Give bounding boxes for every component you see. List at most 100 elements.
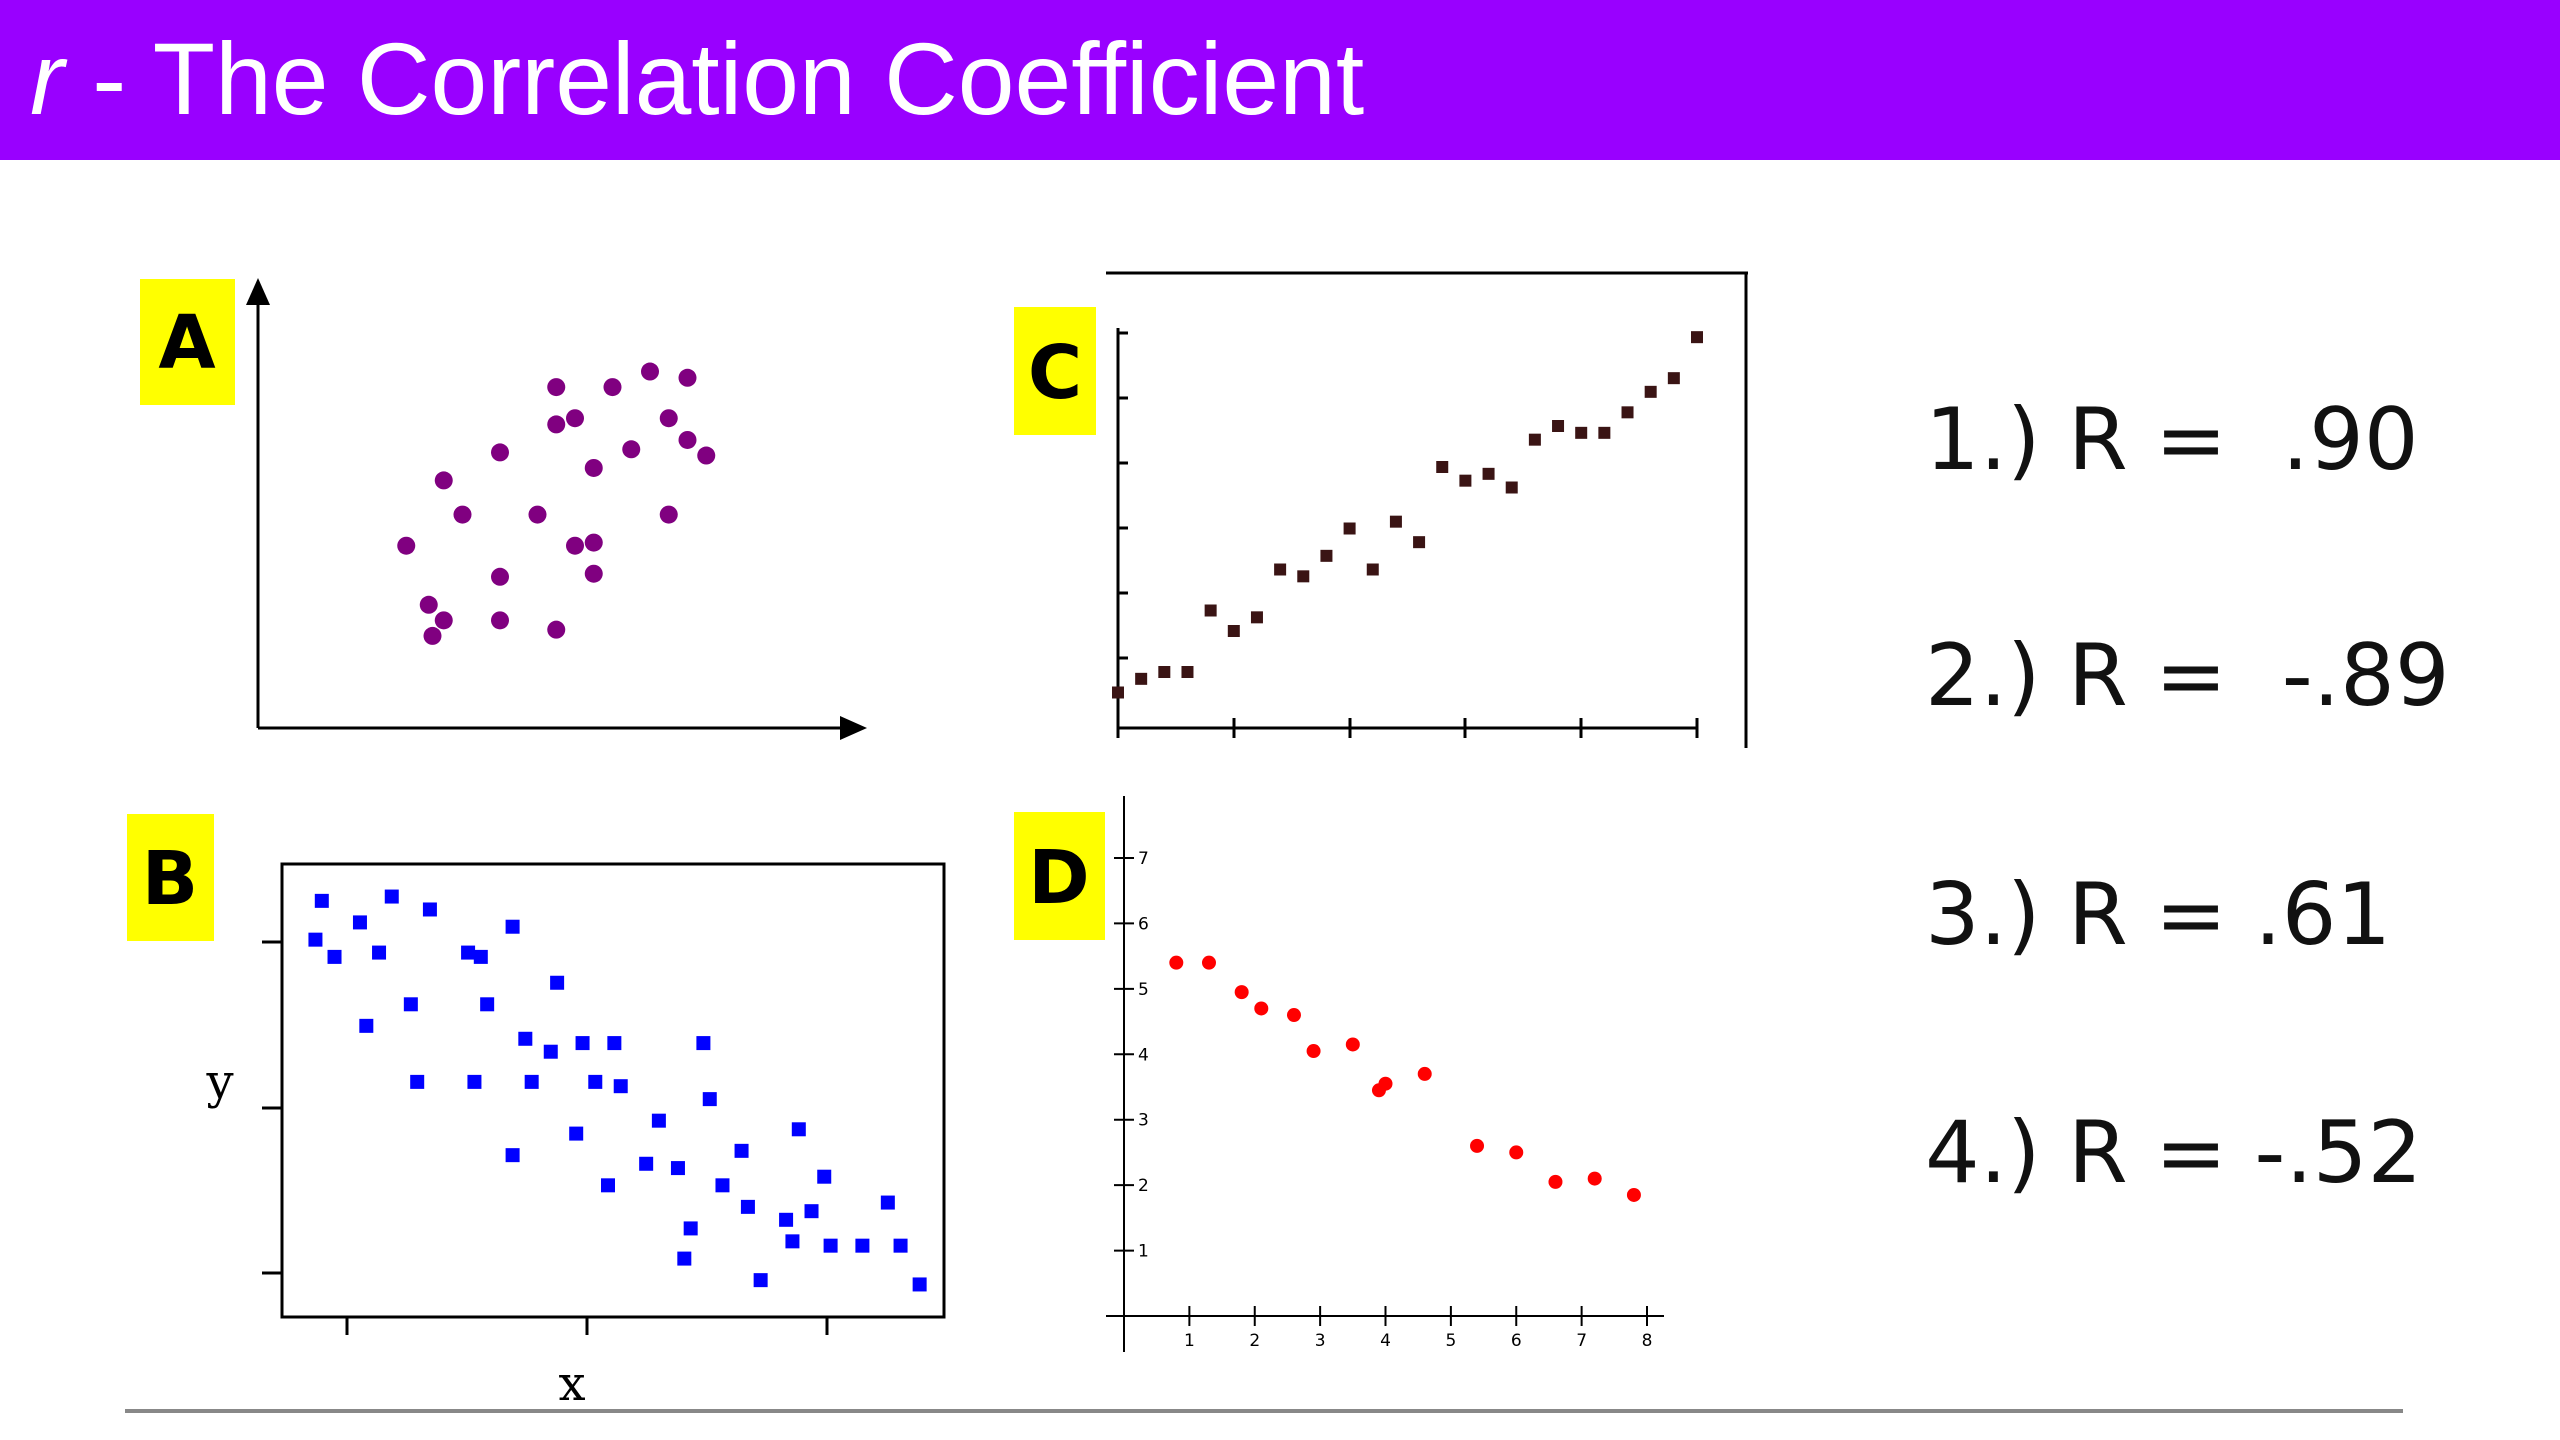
data-point-a-5 [434,471,453,490]
data-point-d-7 [1345,1037,1360,1052]
data-point-b-25 [607,1036,622,1051]
data-point-d-13 [1548,1174,1563,1189]
data-point-b-27 [639,1156,654,1171]
data-point-c-20 [1552,420,1565,432]
data-point-b-32 [696,1036,711,1051]
data-point-c-12 [1366,563,1379,576]
data-point-c-8 [1274,563,1287,576]
label-d-badge [1014,812,1105,940]
chart-c: C [1014,271,1748,748]
data-point-b-24 [601,1178,615,1193]
data-point-b-31 [683,1221,698,1236]
data-point-a-7 [491,443,509,462]
data-point-c-23 [1621,406,1634,419]
data-point-d-12 [1509,1145,1524,1160]
data-point-a-23 [659,505,678,524]
data-point-b-47 [912,1277,927,1292]
data-point-b-11 [461,945,476,960]
data-point-c-14 [1413,536,1426,549]
title-bar: r - The Correlation Coefficient [0,0,2560,160]
data-point-c-2 [1135,672,1148,685]
label-b: B [142,836,198,922]
data-point-d-14 [1587,1171,1602,1186]
x-tick-label: 1 [1184,1331,1195,1351]
data-point-c-17 [1482,467,1495,480]
data-point-b-21 [569,1126,584,1141]
data-point-b-36 [753,1273,768,1288]
data-point-b-46 [893,1238,908,1253]
x-tick-label: 6 [1511,1331,1522,1351]
x-tick-label: 3 [1315,1331,1326,1351]
data-point-d-4 [1254,1001,1269,1016]
data-point-b-37 [740,1199,755,1214]
x-tick-label: 5 [1445,1331,1456,1351]
data-point-b-35 [734,1143,749,1158]
data-point-b-41 [804,1204,819,1219]
data-point-b-45 [880,1195,895,1210]
page-title: r - The Correlation Coefficient [30,28,1364,130]
data-point-b-43 [823,1238,838,1253]
chart-a: A [140,278,867,740]
x-tick-label: 7 [1576,1331,1587,1351]
data-point-b-16 [505,1148,520,1163]
data-point-b-29 [670,1161,685,1176]
data-point-b-17 [518,1031,533,1046]
data-point-a-22 [659,409,678,428]
data-point-b-44 [855,1238,870,1253]
data-point-b-19 [543,1044,558,1059]
data-point-a-20 [622,440,641,459]
data-point-b-15 [505,919,520,934]
data-point-c-7 [1250,611,1263,624]
data-point-c-3 [1158,666,1171,678]
title-rest: - The Correlation Coefficient [63,22,1365,136]
x-axis-label: x [558,1356,585,1412]
data-point-a-15 [566,409,584,428]
data-point-b-38 [779,1212,794,1227]
x-tick-label: 4 [1380,1331,1391,1351]
data-point-b-18 [524,1074,539,1089]
data-point-b-33 [702,1092,717,1107]
data-point-d-15 [1626,1187,1641,1202]
data-point-c-25 [1667,372,1680,385]
data-point-d-5 [1286,1008,1301,1023]
bottom-rule [125,1409,2403,1413]
data-point-a-18 [584,564,603,583]
data-point-a-17 [584,533,603,552]
y-tick-label: 2 [1138,1176,1149,1196]
y-tick-label: 1 [1138,1242,1149,1262]
data-point-b-22 [575,1036,590,1051]
data-point-a-16 [584,458,603,477]
plot-frame-b [280,862,946,1319]
data-point-a-2 [419,595,438,614]
data-point-b-28 [651,1113,666,1128]
data-point-a-14 [566,536,584,555]
ticks-c [1116,331,1699,738]
answer-1: 1.) R = .90 [1925,390,2419,490]
data-point-a-13 [547,378,566,397]
data-point-d-11 [1470,1138,1485,1153]
data-point-b-39 [785,1234,800,1249]
label-c-badge [1014,307,1096,435]
data-point-a-24 [678,430,697,449]
points-d [1169,955,1641,1202]
y-tick-label: 3 [1138,1111,1149,1131]
data-point-c-21 [1575,426,1588,439]
answer-3: 3.) R = .61 [1925,865,2392,965]
ticks-d: 1 2 3 4 5 6 7 8 1 2 3 4 5 6 7 [1114,849,1652,1351]
y-tick-label: 7 [1138,849,1149,869]
data-point-b-5 [359,1018,374,1033]
y-tick-label: 4 [1138,1045,1149,1065]
data-point-b-42 [817,1169,832,1184]
data-point-b-14 [480,997,495,1012]
data-point-c-5 [1204,604,1217,617]
data-point-b-40 [791,1122,806,1137]
label-a: A [158,300,215,386]
data-point-c-9 [1297,570,1310,583]
y-tick-label: 6 [1138,914,1149,934]
data-point-a-4 [434,611,453,630]
data-point-a-6 [453,505,472,524]
data-point-d-1 [1169,955,1184,970]
data-point-c-24 [1644,385,1657,398]
label-c: C [1028,330,1082,416]
